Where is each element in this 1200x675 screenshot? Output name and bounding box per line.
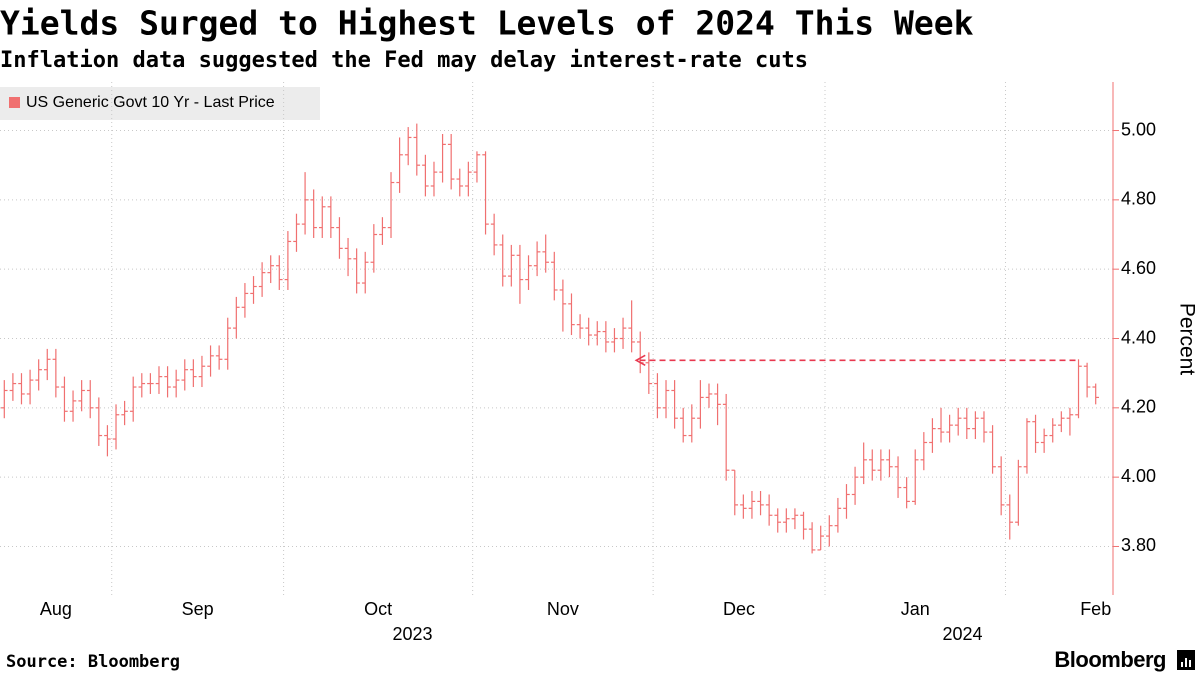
x-tick-label: Oct [364, 599, 392, 619]
x-tick-label: Nov [547, 599, 579, 619]
y-tick-label: 4.00 [1121, 466, 1156, 486]
legend-box [0, 87, 320, 120]
x-tick-label: Aug [40, 599, 72, 619]
x-tick-label: Jan [901, 599, 930, 619]
chart-subtitle: Inflation data suggested the Fed may del… [0, 48, 808, 73]
y-axis-label: Percent [1175, 303, 1198, 376]
y-tick-label: 4.40 [1121, 327, 1156, 347]
year-label: 2023 [392, 624, 432, 644]
x-tick-label: Feb [1080, 599, 1111, 619]
legend-label: US Generic Govt 10 Yr - Last Price [26, 94, 275, 111]
y-tick-label: 5.00 [1121, 119, 1156, 139]
legend-swatch [9, 97, 20, 108]
annotation-arrowhead [634, 354, 646, 366]
brand-icon [1177, 650, 1195, 670]
y-tick-label: 4.20 [1121, 397, 1156, 417]
source-note: Source: Bloomberg [6, 652, 180, 672]
brand-logo: Bloomberg [1054, 647, 1166, 672]
year-label: 2024 [942, 624, 982, 644]
x-tick-label: Sep [182, 599, 214, 619]
y-tick-label: 4.80 [1121, 189, 1156, 209]
y-tick-label: 4.60 [1121, 258, 1156, 278]
x-tick-label: Dec [723, 599, 755, 619]
chart-title: Yields Surged to Highest Levels of 2024 … [0, 4, 974, 43]
y-tick-label: 3.80 [1121, 535, 1156, 555]
